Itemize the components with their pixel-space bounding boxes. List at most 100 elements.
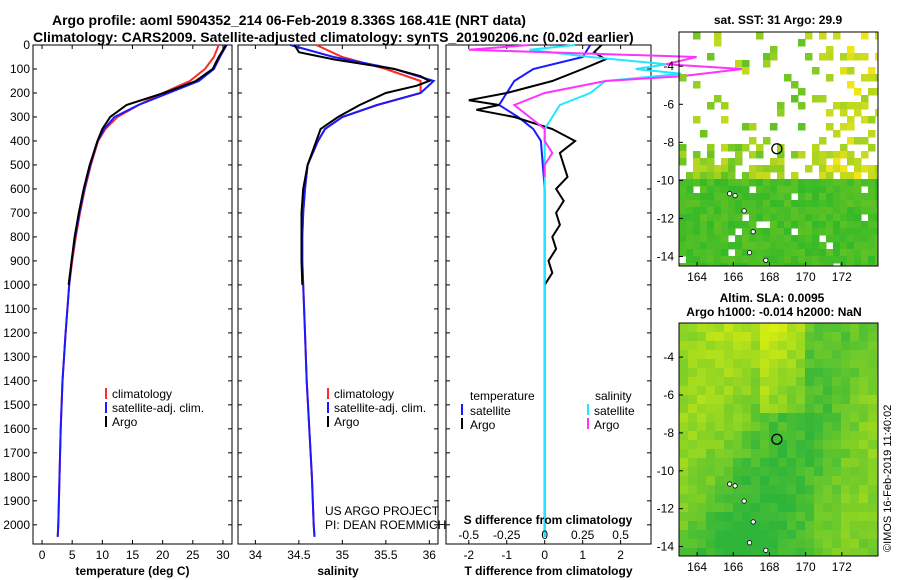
map-cell [805, 449, 815, 459]
map-cell [760, 494, 770, 504]
map-cell [850, 359, 860, 369]
x-tick-label: -1 [501, 548, 512, 562]
map-cell [751, 494, 761, 504]
map-cell [679, 158, 687, 166]
map-cell [833, 165, 841, 173]
map-cell [847, 102, 855, 110]
map-cell [805, 476, 815, 486]
map-cell [742, 548, 752, 556]
map-cell [841, 548, 851, 556]
map-cell [679, 235, 687, 243]
y-tick-label: -8 [663, 135, 674, 149]
map-cell [679, 242, 687, 250]
map-cell [742, 413, 752, 423]
map-cell [724, 422, 734, 432]
map-cell [700, 193, 708, 201]
map-cell [861, 221, 869, 229]
map-cell [819, 137, 827, 145]
map-cell [832, 386, 842, 396]
sal-line-satellite-adj-clim- [289, 44, 436, 537]
map-cell [868, 323, 878, 333]
map-cell [697, 476, 707, 486]
map-cell [798, 151, 806, 159]
map-cell [875, 207, 878, 215]
map-cell [805, 467, 815, 477]
map-cell [778, 359, 788, 369]
map-cell [760, 368, 770, 378]
map-cell [826, 165, 834, 173]
y-tick-label: 900 [10, 254, 30, 268]
map-cell [784, 256, 792, 264]
map-cell [787, 449, 797, 459]
map-cell [850, 449, 860, 459]
map-cell [751, 377, 761, 387]
map-cell [721, 214, 729, 222]
map-cell [805, 207, 813, 215]
map-cell [715, 395, 725, 405]
map-cell [841, 413, 851, 423]
map-cell [796, 422, 806, 432]
map-cell [778, 485, 788, 495]
map-cell [733, 422, 743, 432]
legend-title-temperature: temperature [470, 389, 535, 403]
map-cell [805, 32, 813, 40]
map-cell [823, 467, 833, 477]
map-cell [777, 256, 785, 264]
map-cell [798, 207, 806, 215]
map-cell [784, 228, 792, 236]
map-cell [742, 144, 750, 152]
map-cell [693, 242, 701, 250]
map-cell [847, 179, 855, 187]
y-tick-label: -10 [657, 464, 675, 478]
map-cell [742, 235, 750, 243]
map-cell [688, 521, 698, 531]
map-cell [861, 207, 869, 215]
map-cell [751, 323, 761, 333]
map-cell [778, 422, 788, 432]
map-cell [823, 413, 833, 423]
map-cell [812, 186, 820, 194]
map-cell [791, 207, 799, 215]
map-cell [735, 221, 743, 229]
map-cell [805, 458, 815, 468]
map-cell [715, 458, 725, 468]
map-cell [868, 172, 876, 180]
map-cell [686, 179, 694, 187]
map-cell [826, 74, 834, 82]
map-cell [796, 341, 806, 351]
map-cell [812, 67, 820, 75]
map-cell [707, 53, 715, 61]
map-cell [733, 440, 743, 450]
map-cell [859, 359, 869, 369]
map-cell [760, 539, 770, 549]
map-cell [777, 242, 785, 250]
map-cell [787, 386, 797, 396]
map-cell [847, 249, 855, 257]
map-cell [756, 263, 764, 266]
map-cell [693, 32, 701, 40]
map-cell [833, 207, 841, 215]
map-cell [791, 242, 799, 250]
map-cell [875, 242, 878, 250]
sla-map-frame [678, 322, 879, 557]
map-cell [760, 458, 770, 468]
map-cell [868, 193, 876, 201]
map-cell [854, 193, 862, 201]
map-cell [850, 548, 860, 556]
map-cell [826, 263, 834, 266]
map-cell [706, 539, 716, 549]
map-cell [787, 350, 797, 360]
map-cell [787, 368, 797, 378]
map-cell [823, 512, 833, 522]
map-cell [721, 221, 729, 229]
map-cell [749, 235, 757, 243]
map-cell [715, 476, 725, 486]
map-cell [700, 165, 708, 173]
y-tick-label: 100 [10, 62, 30, 76]
map-cell [805, 53, 813, 61]
map-cell [854, 137, 862, 145]
map-cell [823, 530, 833, 540]
map-cell [749, 123, 757, 131]
map-cell [784, 200, 792, 208]
map-cell [777, 263, 785, 266]
